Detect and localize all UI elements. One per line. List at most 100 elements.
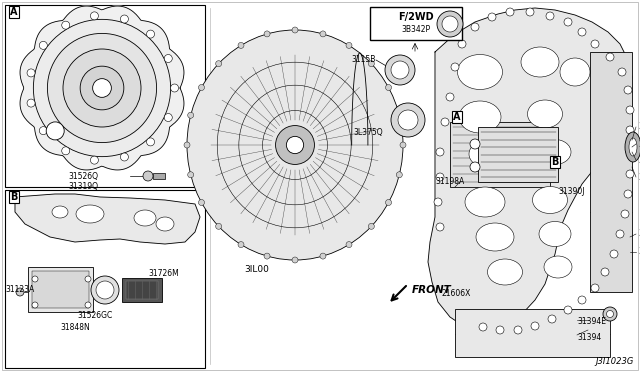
Ellipse shape [488,259,522,285]
Text: 31319QA: 31319QA [638,155,640,164]
Circle shape [578,28,586,36]
Text: 3115B: 3115B [351,55,376,64]
Text: 31848N: 31848N [60,324,90,333]
Bar [455,309,610,357]
Ellipse shape [544,256,572,278]
Ellipse shape [521,47,559,77]
Polygon shape [20,6,184,170]
Text: 3L375Q: 3L375Q [353,128,383,137]
Circle shape [147,138,154,146]
Ellipse shape [385,55,415,85]
Circle shape [606,53,614,61]
Circle shape [216,61,221,67]
Bar [28,267,93,312]
Circle shape [471,23,479,31]
Text: B: B [10,192,18,202]
Ellipse shape [391,103,425,137]
Circle shape [626,126,634,134]
Circle shape [63,49,141,127]
Circle shape [526,8,534,16]
Circle shape [198,84,204,90]
Ellipse shape [469,140,507,168]
Circle shape [603,307,617,321]
Bar [153,173,165,179]
Circle shape [33,19,171,157]
Ellipse shape [476,223,514,251]
Text: 31390: 31390 [638,247,640,257]
Text: 31198A: 31198A [435,177,464,186]
Circle shape [188,172,194,178]
Text: J3I1023G: J3I1023G [596,357,634,366]
Circle shape [436,148,444,156]
Text: 3IL00: 3IL00 [244,264,269,273]
Circle shape [385,84,392,90]
Circle shape [61,147,70,155]
Circle shape [488,13,496,21]
Circle shape [32,302,38,308]
Circle shape [531,322,539,330]
Ellipse shape [187,30,403,260]
Circle shape [548,315,556,323]
Circle shape [147,30,154,38]
Circle shape [238,241,244,248]
Bar [590,52,632,292]
Circle shape [264,253,270,259]
Circle shape [320,253,326,259]
Circle shape [184,142,190,148]
Circle shape [479,323,487,331]
Circle shape [264,31,270,37]
Ellipse shape [629,138,637,156]
Ellipse shape [532,186,568,214]
Ellipse shape [539,140,571,164]
Text: 3B342P: 3B342P [401,26,431,35]
Circle shape [506,8,514,16]
Circle shape [346,42,352,48]
Text: A: A [10,7,18,17]
Circle shape [143,171,153,181]
Circle shape [621,210,629,218]
Text: A: A [453,112,461,122]
Bar [126,281,158,299]
Circle shape [626,170,634,178]
Ellipse shape [391,61,409,79]
Text: 31526QA: 31526QA [638,140,640,148]
Circle shape [216,223,221,229]
Circle shape [624,86,632,94]
Circle shape [27,99,35,107]
Circle shape [496,326,504,334]
Circle shape [434,198,442,206]
Circle shape [591,284,599,292]
Ellipse shape [539,221,571,247]
Circle shape [385,199,392,205]
Bar [32,271,89,308]
Circle shape [164,113,172,122]
Text: 31123A: 31123A [5,285,35,294]
Circle shape [46,122,64,140]
Circle shape [564,18,572,26]
Ellipse shape [91,276,119,304]
Circle shape [369,223,374,229]
Bar [122,278,162,302]
Circle shape [396,112,403,118]
Ellipse shape [437,11,463,37]
Circle shape [578,296,586,304]
Ellipse shape [458,55,502,90]
Circle shape [546,12,554,20]
Circle shape [61,21,70,29]
Circle shape [616,230,624,238]
Circle shape [39,126,47,135]
Text: 3B342Q: 3B342Q [638,122,640,131]
Text: 31390J: 31390J [558,187,584,196]
Circle shape [238,42,244,48]
Circle shape [39,41,47,49]
Ellipse shape [459,101,501,133]
Circle shape [624,190,632,198]
Circle shape [626,148,634,156]
Ellipse shape [134,210,156,226]
Circle shape [446,93,454,101]
Circle shape [90,156,99,164]
Polygon shape [428,8,632,332]
Circle shape [93,78,111,97]
Ellipse shape [465,187,505,217]
Circle shape [85,276,91,282]
